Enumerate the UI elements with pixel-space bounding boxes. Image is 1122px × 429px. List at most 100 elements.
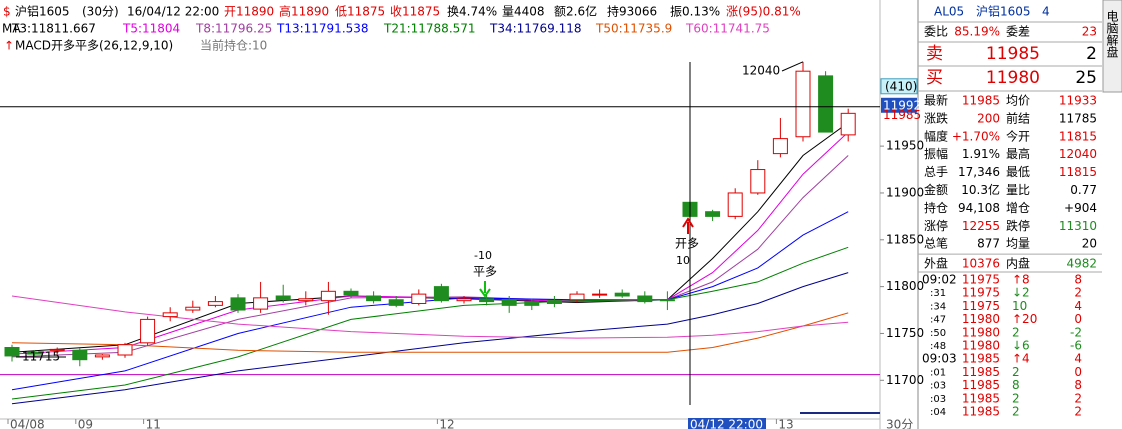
quote-label: 最低 — [1006, 165, 1030, 179]
trade-change: 0 — [1074, 365, 1082, 379]
quote-value: 1.91% — [962, 147, 1000, 161]
high-pointer — [781, 61, 804, 72]
quote-label: 增仓 — [1006, 201, 1030, 215]
trade-time: :47 — [930, 315, 946, 326]
ma-line — [11, 312, 849, 353]
header-item: 额2.6亿 — [554, 4, 597, 19]
trade-price: 11985 — [962, 405, 1000, 419]
ma-line — [11, 272, 849, 405]
candle-body — [117, 344, 133, 356]
quote-value: 17,346 — [958, 165, 1000, 179]
trade-change: 2 — [1074, 405, 1082, 419]
trade-volume: 10 — [1012, 299, 1027, 313]
candle-body — [637, 295, 653, 303]
trade-volume: ↓2 — [1012, 286, 1030, 300]
header-item: (30分) — [82, 5, 119, 19]
header-item: 振0.13% — [670, 5, 720, 19]
ask-label: 卖 — [926, 44, 943, 64]
bid-label: 买 — [926, 68, 943, 88]
signal-arrow — [682, 217, 694, 234]
quote-value: +1.70% — [952, 129, 1000, 143]
trade-price: 11975 — [962, 286, 1000, 300]
quote-label: 均价 — [1006, 94, 1030, 108]
trade-volume: 2 — [1012, 365, 1020, 379]
diff: 23 — [1082, 25, 1097, 39]
quote-value: 11815 — [1059, 129, 1097, 143]
trade-change: 4 — [1074, 352, 1082, 366]
trade-volume: ↑8 — [1012, 273, 1030, 287]
trade-price: 11985 — [962, 378, 1000, 392]
cursor-time-box — [688, 418, 766, 429]
trade-change: -6 — [1070, 339, 1082, 353]
quote-label: 最新 — [924, 93, 948, 108]
y-tick-label: 11750 — [886, 326, 924, 340]
trade-change: -2 — [1070, 325, 1082, 339]
low-label: 11715 — [22, 350, 60, 364]
x-tick-label: 04/12 22:00 — [690, 418, 763, 429]
legend-entry: T8:11796.25 — [195, 22, 272, 36]
trade-volume: ↑20 — [1012, 312, 1037, 326]
trade-time: :48 — [930, 341, 946, 352]
candle-body — [253, 297, 269, 310]
trade-price: 11980 — [962, 325, 1000, 339]
trade-time: :31 — [930, 288, 946, 299]
candle-body — [72, 349, 88, 361]
side-tab-label[interactable]: 电脑解盘 — [1105, 10, 1119, 58]
legend-entry: T13:11791.538 — [276, 22, 369, 36]
candle-body — [343, 290, 359, 296]
candle-body — [659, 299, 675, 302]
candle-body — [185, 306, 201, 311]
ask: 11985 — [986, 44, 1040, 64]
trade-time: :04 — [930, 407, 946, 418]
x-tick-label: 04/08 — [10, 418, 45, 429]
trade-price: 11985 — [962, 352, 1000, 366]
legend-entry: T50:11735.9 — [595, 22, 672, 36]
trade-volume: 2 — [1012, 391, 1020, 405]
quote-value: 10376 — [962, 257, 1000, 271]
quote-value: +904 — [1064, 201, 1097, 215]
quote-value: 11785 — [1059, 111, 1097, 125]
period-label: 30分 — [886, 418, 913, 429]
trade-time: 09:03 — [922, 352, 957, 366]
candle-body — [750, 169, 766, 194]
ask-vol: 2 — [1086, 44, 1097, 64]
trade-change: 8 — [1074, 273, 1082, 287]
trade-time: :03 — [930, 394, 946, 405]
trade-time: :01 — [930, 367, 946, 378]
trade-change: 2 — [1074, 286, 1082, 300]
candle-body — [49, 348, 65, 351]
ratio-label: 委比 — [924, 25, 948, 39]
signal-action: 开多 — [675, 237, 699, 251]
header-item: 高11890 — [279, 4, 329, 19]
header-item: 量4408 — [502, 5, 545, 19]
trade-price: 11985 — [962, 365, 1000, 379]
quote-label: 今开 — [1006, 128, 1030, 143]
candle-body — [569, 293, 585, 301]
legend-entry: T5:11804 — [122, 22, 180, 36]
quote-value: 11933 — [1059, 94, 1097, 108]
cursor-count-box — [880, 78, 918, 95]
side-tab[interactable] — [1102, 0, 1122, 93]
quote-code: AL05 — [934, 5, 964, 19]
trade-price: 11980 — [962, 339, 1000, 353]
ma-label: MA — [2, 22, 21, 36]
candle-body — [207, 301, 223, 306]
signal-action: 平多 — [473, 265, 497, 279]
trade-change: 0 — [1074, 312, 1082, 326]
indicator-name: MACD开多平多(26,12,9,10) — [15, 39, 173, 53]
candle-body — [162, 312, 178, 318]
quote-label: 跌停 — [1006, 218, 1030, 233]
candle-body — [818, 75, 834, 133]
candle-body — [94, 354, 110, 358]
quote-label: 持仓 — [924, 200, 948, 215]
signal-qty: 10 — [676, 254, 690, 267]
trade-time: :34 — [930, 301, 946, 312]
candle-body — [501, 299, 517, 306]
x-tick-label: 13 — [778, 418, 793, 429]
indicator-position: 当前持仓:10 — [200, 38, 267, 53]
candle-body — [275, 295, 291, 301]
trade-change: 2 — [1074, 391, 1082, 405]
x-tick-label: 12 — [439, 418, 454, 429]
